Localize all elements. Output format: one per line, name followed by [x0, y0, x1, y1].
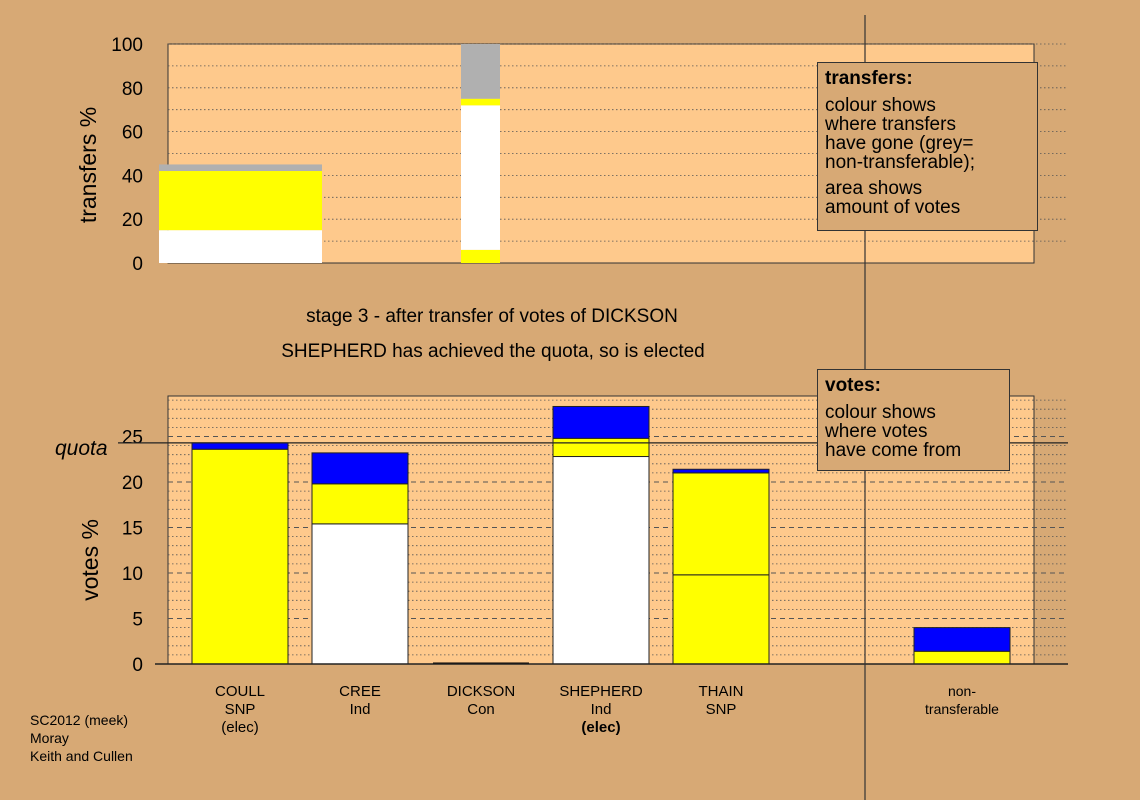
vote-bar-segment: [311, 483, 409, 525]
candidate-name: COULL: [215, 683, 265, 700]
result-caption: SHEPHERD has achieved the quota, so is e…: [281, 341, 705, 362]
footer-info: SC2012 (meek) Moray Keith and Cullen: [30, 711, 133, 765]
vote-bar-segment: [913, 650, 1011, 665]
candidate-party: Con: [467, 701, 495, 718]
transfer-bar-segment: [159, 230, 322, 263]
y-tick-label: 10: [122, 564, 143, 585]
vote-bar-segment: [191, 442, 289, 450]
candidate-party: SNP: [225, 701, 256, 718]
votes-y-label: votes %: [77, 519, 103, 601]
candidate-name: THAIN: [699, 683, 744, 700]
votes-legend-line: where votes: [825, 421, 928, 442]
transfers-legend-line: area shows: [825, 178, 923, 199]
transfers-legend-line: colour shows: [825, 95, 936, 116]
transfer-bar-segment: [159, 171, 322, 231]
vote-bar-segment: [191, 448, 289, 665]
vote-bar-segment: [311, 452, 409, 485]
candidate-name: DICKSON: [447, 683, 515, 700]
transfer-bar-segment: [159, 164, 322, 172]
vote-bar-segment: [913, 627, 1011, 652]
y-tick-label: 0: [132, 655, 143, 676]
vote-bar-segment: [552, 405, 650, 439]
candidate-status: (elec): [221, 719, 259, 736]
y-tick-label: 40: [122, 166, 143, 187]
transfers-y-label: transfers %: [75, 107, 101, 223]
votes-bars: [191, 405, 1011, 665]
transfers-y-axis: 0 20 40 60 80 100: [111, 35, 143, 275]
vote-bar-segment: [672, 574, 770, 665]
vote-bar-segment: [672, 468, 770, 474]
y-tick-label: 5: [132, 610, 143, 631]
transfers-legend-line: non-transferable);: [825, 152, 975, 173]
y-tick-label: 80: [122, 79, 143, 100]
candidate-party: Ind: [591, 701, 612, 718]
footer-line: Moray: [30, 730, 69, 746]
candidate-party: transferable: [925, 701, 999, 717]
y-tick-label: 25: [122, 428, 143, 449]
transfer-bar-segment: [461, 105, 500, 250]
vote-bar-segment: [552, 456, 650, 665]
transfers-legend-title: transfers:: [825, 68, 913, 89]
candidate-labels: COULLSNP(elec)CREEIndDICKSONConSHEPHERDI…: [215, 683, 999, 736]
votes-legend-line: colour shows: [825, 402, 936, 423]
candidate-name: CREE: [339, 683, 381, 700]
votes-legend-title: votes:: [825, 375, 881, 396]
transfer-bar-segment: [461, 44, 500, 99]
transfers-legend-line: amount of votes: [825, 197, 961, 218]
transfers-legend-line: have gone (grey=: [825, 133, 974, 154]
y-tick-label: 20: [122, 473, 143, 494]
footer-line: SC2012 (meek): [30, 712, 129, 728]
vote-bar-segment: [552, 437, 650, 458]
quota-label: quota: [55, 437, 108, 460]
candidate-party: SNP: [706, 701, 737, 718]
transfers-legend-line: where transfers: [825, 114, 956, 135]
candidate-status: (elec): [581, 719, 620, 736]
votes-legend-line: have come from: [825, 440, 962, 461]
candidate-name: SHEPHERD: [559, 683, 643, 700]
vote-bar-segment: [672, 472, 770, 576]
transfers-legend: transfers: colour shows where transfers …: [817, 62, 1038, 231]
y-tick-label: 15: [122, 519, 143, 540]
transfer-bar-segment: [461, 98, 500, 106]
y-tick-label: 0: [132, 254, 143, 275]
transfers-bars: [159, 44, 500, 263]
votes-legend: votes: colour shows where votes have com…: [817, 369, 1010, 471]
transfer-bar-segment: [461, 249, 500, 263]
footer-line: Keith and Cullen: [30, 748, 133, 764]
y-tick-label: 60: [122, 123, 143, 144]
stage-caption: stage 3 - after transfer of votes of DIC…: [306, 306, 678, 327]
vote-bar-segment: [311, 523, 409, 665]
candidate-name: non-: [948, 683, 976, 699]
y-tick-label: 20: [122, 210, 143, 231]
candidate-party: Ind: [350, 701, 371, 718]
y-tick-label: 100: [111, 35, 143, 56]
